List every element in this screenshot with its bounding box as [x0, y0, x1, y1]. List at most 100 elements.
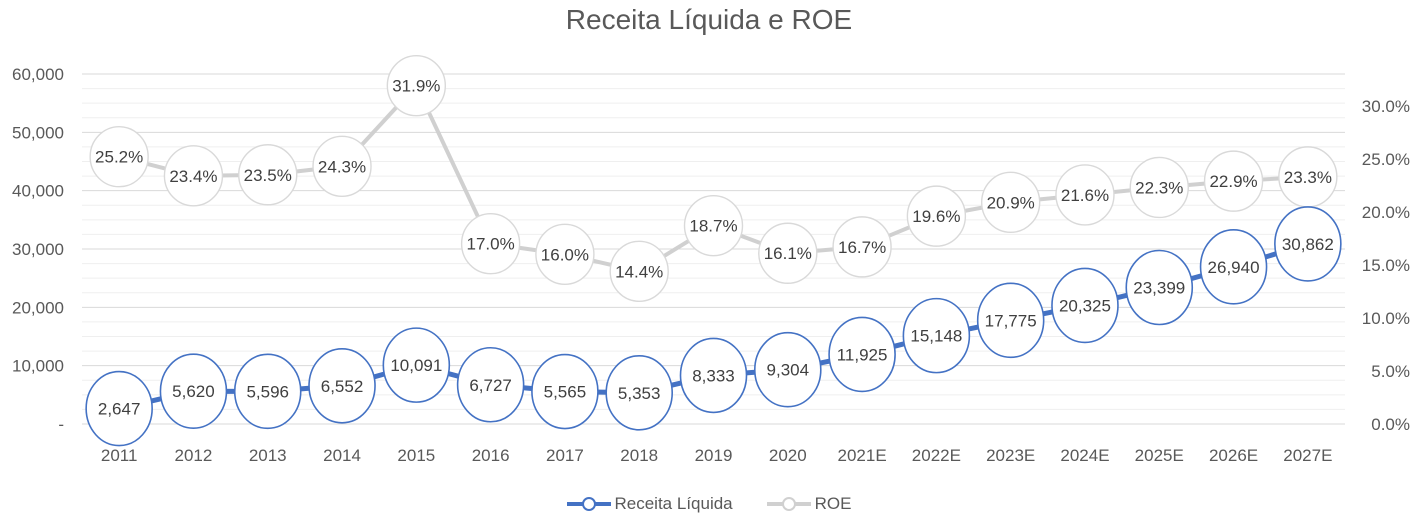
right-tick-label: 5.0% — [1371, 362, 1410, 381]
x-tick-label: 2020 — [769, 446, 807, 465]
right-tick-label: 10.0% — [1362, 309, 1410, 328]
receita-data-label: 15,148 — [910, 327, 962, 346]
roe-data-label: 17.0% — [467, 235, 515, 254]
x-tick-label: 2016 — [472, 446, 510, 465]
roe-data-label: 19.6% — [912, 207, 960, 226]
left-axis: - 10,000 20,000 30,000 40,000 50,000 60,000 — [12, 65, 64, 434]
left-tick-label: 50,000 — [12, 123, 64, 142]
roe-marker — [312, 135, 372, 197]
roe-marker — [832, 216, 892, 278]
receita-marker — [605, 354, 674, 431]
x-tick-label: 2015 — [397, 446, 435, 465]
x-tick-label: 2017 — [546, 446, 584, 465]
receita-marker — [233, 353, 302, 430]
legend-swatch-receita — [566, 495, 611, 513]
right-tick-label: 15.0% — [1362, 256, 1410, 275]
roe-marker — [609, 240, 669, 302]
roe-data-label: 16.1% — [764, 244, 812, 263]
left-tick-label: 10,000 — [12, 357, 64, 376]
receita-marker — [456, 346, 525, 423]
chart-plot: - 10,000 20,000 30,000 40,000 50,000 60,000 0.… — [12, 54, 1410, 465]
roe-data-label: 23.5% — [244, 166, 292, 185]
x-tick-label: 2021E — [838, 446, 887, 465]
roe-data-label: 16.7% — [838, 238, 886, 257]
legend-label-roe: ROE — [814, 494, 852, 513]
roe-marker — [535, 223, 595, 286]
left-tick-label: 60,000 — [12, 65, 64, 84]
chart-title: Receita Líquida e ROE — [565, 4, 853, 35]
roe-marker — [89, 126, 149, 188]
receita-marker — [159, 353, 228, 430]
receita-data-label: 8,333 — [692, 366, 735, 385]
roe-data-label: 14.4% — [615, 262, 663, 281]
roe-marker — [683, 194, 744, 257]
roe-marker — [238, 144, 298, 206]
legend-label-receita: Receita Líquida — [614, 494, 733, 513]
receita-marker — [308, 347, 376, 424]
left-tick-label: 20,000 — [12, 298, 64, 317]
roe-marker — [906, 185, 967, 247]
receita-marker — [1051, 267, 1119, 344]
x-tick-label: 2026E — [1209, 446, 1258, 465]
receita-data-label: 5,565 — [544, 383, 587, 402]
x-tick-label: 2023E — [986, 446, 1035, 465]
receita-data-label: 23,399 — [1133, 279, 1185, 298]
x-tick-label: 2027E — [1283, 446, 1332, 465]
receita-marker — [976, 282, 1045, 359]
receita-data-label: 11,925 — [837, 345, 888, 364]
series-layer: 25.2% 23.4% 23.5% 24.3% 31.9% 17.0% 16.0% 14.4%… — [85, 54, 1342, 447]
receita-marker — [1125, 249, 1194, 326]
receita-marker — [902, 297, 971, 374]
receita-data-label: 9,304 — [767, 361, 810, 380]
legend-item-roe[interactable]: ROE — [766, 494, 852, 514]
roe-data-label: 31.9% — [392, 77, 440, 96]
receita-data-label: 20,325 — [1059, 296, 1111, 315]
legend-item-receita[interactable]: Receita Líquida — [566, 494, 733, 514]
x-tick-label: 2018 — [620, 446, 658, 465]
roe-marker — [1203, 150, 1264, 212]
receita-marker — [828, 316, 896, 393]
left-tick-label: - — [58, 415, 64, 434]
x-tick-label: 2022E — [912, 446, 961, 465]
legend-swatch-roe — [766, 495, 811, 513]
receita-data-label: 10,091 — [390, 356, 442, 375]
roe-data-label: 22.9% — [1209, 172, 1257, 191]
right-tick-label: 20.0% — [1362, 203, 1410, 222]
roe-data-label: 20.9% — [987, 193, 1035, 212]
x-tick-label: 2012 — [175, 446, 213, 465]
receita-data-label: 5,620 — [172, 382, 215, 401]
x-tick-label: 2025E — [1135, 446, 1184, 465]
roe-data-label: 25.2% — [95, 148, 143, 167]
left-tick-label: 40,000 — [12, 182, 64, 201]
receita-marker — [1274, 206, 1342, 282]
roe-data-label: 23.3% — [1284, 168, 1332, 187]
receita-marker — [382, 327, 451, 403]
x-axis: 2011 2012 2013 2014 2015 2016 2017 2018 2019 2020… — [101, 446, 1333, 465]
x-tick-label: 2019 — [695, 446, 733, 465]
roe-marker — [386, 54, 447, 117]
receita-data-label: 30,862 — [1282, 235, 1334, 254]
receita-data-label: 6,552 — [321, 377, 364, 396]
receita-marker — [679, 337, 748, 414]
right-tick-label: 30.0% — [1362, 97, 1410, 116]
receita-data-label: 5,596 — [246, 382, 289, 401]
receita-marker — [531, 353, 599, 430]
roe-marker — [163, 145, 224, 207]
receita-marker — [753, 331, 822, 408]
x-tick-label: 2011 — [101, 446, 138, 465]
roe-data-label: 21.6% — [1061, 186, 1109, 205]
roe-marker — [460, 212, 521, 275]
roe-data-label: 23.4% — [169, 167, 217, 186]
roe-data-label: 22.3% — [1135, 178, 1183, 197]
left-tick-label: 30,000 — [12, 240, 64, 259]
receita-data-label: 6,727 — [469, 376, 512, 395]
receita-marker — [1199, 229, 1268, 305]
x-tick-label: 2013 — [249, 446, 287, 465]
receita-data-label: 17,775 — [985, 311, 1037, 330]
roe-data-label: 16.0% — [541, 245, 589, 264]
x-tick-label: 2014 — [323, 446, 361, 465]
right-tick-label: 0.0% — [1371, 415, 1410, 434]
roe-marker — [1055, 164, 1115, 226]
right-tick-label: 25.0% — [1362, 150, 1410, 169]
roe-data-label: 24.3% — [318, 157, 366, 176]
